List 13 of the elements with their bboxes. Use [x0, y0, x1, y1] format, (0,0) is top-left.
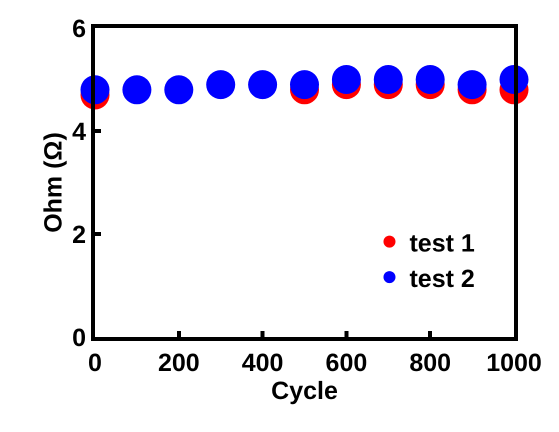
- x-axis-title: Cycle: [271, 377, 338, 405]
- y-axis-title: Ohm (Ω): [39, 132, 68, 233]
- y-tick-label: 4: [72, 118, 86, 146]
- legend-label: test 1: [409, 229, 475, 258]
- x-tick-label: 200: [158, 349, 200, 377]
- x-tick-label: 600: [326, 349, 368, 377]
- y-tick-label: 0: [72, 324, 86, 352]
- x-tick-label: 1000: [486, 349, 542, 377]
- y-tick-label: 6: [72, 14, 86, 43]
- y-tick-label: 2: [72, 220, 86, 249]
- x-tick-label: 400: [242, 349, 284, 377]
- legend-label: test 2: [409, 264, 475, 293]
- x-tick-label: 800: [409, 349, 452, 377]
